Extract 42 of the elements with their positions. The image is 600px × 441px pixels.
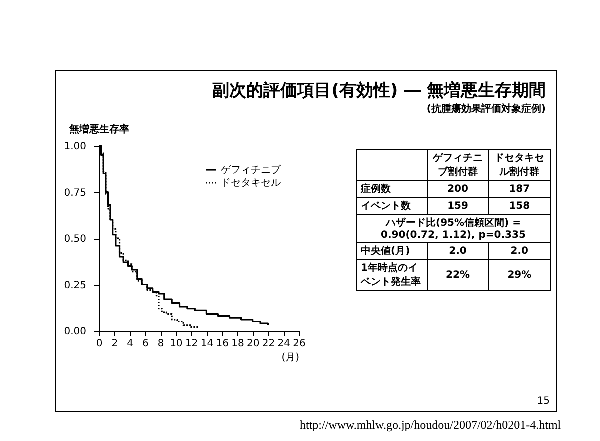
x-tick-label: 4 [127,338,134,350]
y-tick-label: 0.25 [64,280,86,292]
text: 159 [427,198,489,214]
text: http://www.mhlw.go.jp/houdou/2007/02/h0201-4.html [300,418,562,433]
legend-label: ドセタキセル [221,178,281,189]
y-tick-label: 0.00 [64,326,86,338]
x-tick-label: 16 [216,338,229,350]
text: 29% [488,260,550,290]
text: 158 [488,198,550,214]
text: 187 [488,180,550,198]
x-tick-label: 0 [96,338,103,350]
x-tick-label: 12 [185,338,198,350]
text: 22% [427,260,489,290]
x-tick-label: 22 [262,338,276,350]
x-tick-label: 8 [158,338,164,350]
text: 症例数 [356,180,428,198]
x-tick-label: 26 [293,338,306,350]
text: 2.0 [488,242,550,260]
text: (抗腫瘍効果評価対象症例) [426,102,546,116]
legend-label: ゲフィチニブ [221,164,282,176]
y-tick-label: 1.00 [64,142,86,152]
text: 2.0 [427,242,489,260]
text: 1年時点のイベント発生率 [356,260,428,290]
text: 15 [537,396,550,407]
x-tick-label: 18 [232,338,244,350]
x-tick-label: 2 [112,338,118,350]
text: ハザード比(95%信頼区間) = 0.90(0.72, 1.12), p=0.335 [356,214,550,242]
y-tick-label: 0.50 [64,234,86,245]
text: 200 [427,180,489,198]
text: イベント数 [356,198,428,214]
text: ゲフィチニブ割付群 [427,150,489,180]
x-tick-label: 20 [246,338,260,350]
text: ドセタキセル割付群 [488,150,550,180]
x-tick-label: 14 [200,338,214,350]
text: 副次的評価項目(有効性) ― 無増悪生存期間 [212,80,546,102]
x-tick-label: 10 [170,338,183,350]
x-tick-label: 24 [278,338,290,350]
x-axis-title: (月) [282,352,300,364]
y-tick-label: 0.75 [64,188,86,199]
x-tick-label: 6 [142,338,149,350]
y-axis-title: 無増悪生存率 [68,124,130,136]
text: 中央値(月) [356,242,428,260]
